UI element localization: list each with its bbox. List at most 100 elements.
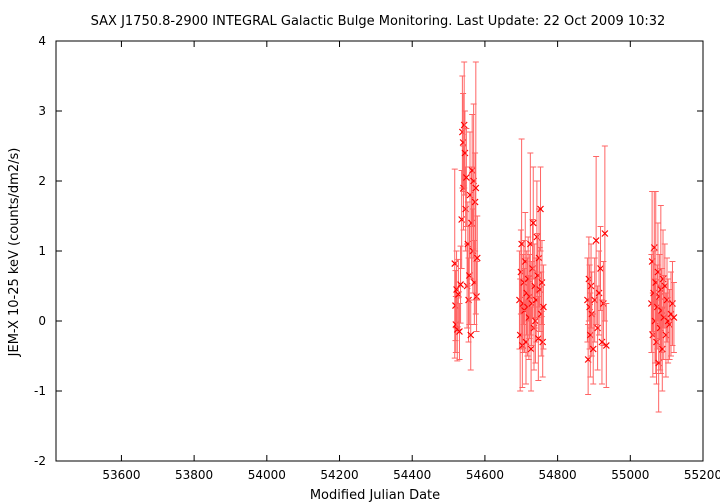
y-tick-label: 0 [38,314,46,328]
marker-x-stroke [602,342,610,349]
data-point [467,299,475,371]
data-point [595,250,603,336]
y-tick-label: -2 [34,454,46,468]
data-point [664,278,672,364]
marker-x-stroke [532,317,539,325]
marker-x-stroke [527,345,535,353]
data-point [670,282,678,353]
marker-x-stroke [663,296,671,304]
marker-x-stroke [467,331,475,339]
marker-x-stroke [522,338,530,346]
marker-x-stroke [471,198,479,206]
marker-x-stroke [586,331,594,339]
x-axis-label: Modified Julian Date [310,488,440,503]
data-point [537,166,544,252]
marker-x-stroke [670,314,678,321]
marker-x-stroke [462,174,470,181]
marker-x-stroke [472,184,480,192]
plot-frame [55,40,704,462]
marker-x-stroke [654,268,662,276]
marker-x-stroke [539,338,547,346]
x-tick-label: 55200 [684,468,720,482]
data-point [473,261,480,332]
y-tick-label: 3 [38,104,46,118]
data-point [471,152,479,252]
y-tick-label: 4 [38,34,46,48]
data-point [472,61,480,315]
marker-x-stroke [473,254,481,262]
x-tick-label: 53600 [102,468,140,482]
data-point [592,156,600,325]
marker-x-stroke [666,321,673,328]
data-point [591,257,599,343]
marker-x-stroke [587,282,595,290]
data-points [451,61,678,413]
data-point [586,292,594,378]
data-point [658,306,666,392]
data-point [461,110,469,196]
data-point [539,306,547,378]
data-point [667,271,675,357]
data-point [522,299,530,385]
marker-x-stroke [456,328,463,335]
data-point [597,226,604,311]
y-axis-label: JEM-X 10-25 keV (counts/dm2/s) [7,148,22,358]
marker-x-stroke [598,338,606,346]
marker-x-stroke [592,237,600,244]
marker-x-stroke [529,219,537,227]
data-point [529,166,537,280]
data-point [527,306,535,392]
data-point [540,264,547,350]
data-point [452,296,460,353]
data-point [456,303,463,360]
x-tick-label: 54600 [466,468,504,482]
marker-x-stroke [535,254,543,262]
data-point [598,299,606,385]
marker-x-stroke [594,324,602,332]
data-point [538,240,546,325]
chart-title: SAX J1750.8-2900 INTEGRAL Galactic Bulge… [91,14,666,29]
data-point [457,245,464,324]
x-tick-label: 53800 [175,468,213,482]
data-point [473,215,481,301]
marker-x-stroke [457,281,464,289]
marker-x-stroke [460,121,468,129]
marker-x-stroke [452,321,460,328]
marker-x-stroke [664,317,672,325]
marker-x-stroke [520,279,528,286]
marker-x-stroke [667,310,675,318]
y-tick-label: 2 [38,174,46,188]
marker-x-stroke [468,167,476,174]
y-tick-label: 1 [38,244,46,258]
marker-x-stroke [650,244,658,251]
axis-ticks: 53600 53800 54000 54200 54400 54600 54800 55000… [34,34,720,482]
data-point [594,285,602,371]
marker-x-stroke [669,300,676,307]
marker-x-stroke [591,296,599,304]
data-point [663,257,671,343]
x-tick-label: 54200 [320,468,358,482]
marker-x-stroke [601,230,609,237]
data-point [601,145,609,322]
data-point [602,303,610,388]
data-point [589,313,597,385]
data-point [534,296,542,381]
marker-x-stroke [595,289,603,297]
marker-x-stroke [473,293,480,300]
y-tick-label: -1 [34,384,46,398]
x-tick-label: 54800 [539,468,577,482]
marker-x-stroke [461,149,469,157]
marker-x-stroke [589,345,597,353]
data-point [464,201,472,287]
marker-x-stroke [597,265,604,272]
x-tick-label: 54400 [393,468,431,482]
data-point [669,261,676,346]
data-point [468,114,476,227]
marker-x-stroke [537,205,544,213]
marker-x-stroke [540,303,547,311]
data-point [518,303,526,388]
marker-x-stroke [538,279,546,286]
marker-x-stroke [534,335,542,342]
x-tick-label: 54000 [248,468,286,482]
